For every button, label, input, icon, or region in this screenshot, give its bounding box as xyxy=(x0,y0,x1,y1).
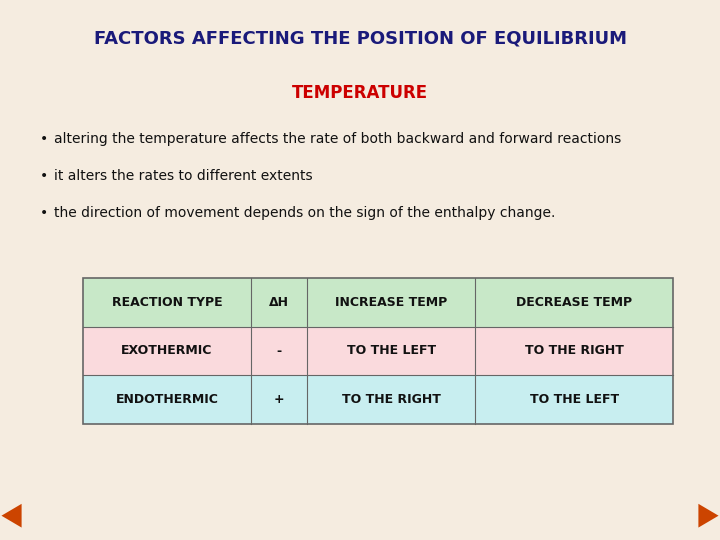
Text: the direction of movement depends on the sign of the enthalpy change.: the direction of movement depends on the… xyxy=(54,206,555,220)
Text: TO THE RIGHT: TO THE RIGHT xyxy=(342,393,441,406)
Text: FACTORS AFFECTING THE POSITION OF EQUILIBRIUM: FACTORS AFFECTING THE POSITION OF EQUILI… xyxy=(94,30,626,48)
Text: TO THE LEFT: TO THE LEFT xyxy=(347,345,436,357)
Text: TEMPERATURE: TEMPERATURE xyxy=(292,84,428,102)
Bar xyxy=(83,327,673,375)
Bar xyxy=(83,278,673,327)
Polygon shape xyxy=(698,504,719,528)
Text: ENDOTHERMIC: ENDOTHERMIC xyxy=(115,393,218,406)
Text: •: • xyxy=(40,206,48,220)
Text: -: - xyxy=(276,345,282,357)
Text: REACTION TYPE: REACTION TYPE xyxy=(112,296,222,309)
Text: •: • xyxy=(40,132,48,146)
Text: ΔH: ΔH xyxy=(269,296,289,309)
Text: +: + xyxy=(274,393,284,406)
Bar xyxy=(83,278,673,424)
Polygon shape xyxy=(1,504,22,528)
Text: DECREASE TEMP: DECREASE TEMP xyxy=(516,296,632,309)
Text: •: • xyxy=(40,169,48,183)
Text: TO THE RIGHT: TO THE RIGHT xyxy=(525,345,624,357)
Text: INCREASE TEMP: INCREASE TEMP xyxy=(335,296,447,309)
Text: TO THE LEFT: TO THE LEFT xyxy=(530,393,619,406)
Text: EXOTHERMIC: EXOTHERMIC xyxy=(121,345,212,357)
Bar xyxy=(83,375,673,424)
Text: it alters the rates to different extents: it alters the rates to different extents xyxy=(54,169,312,183)
Text: altering the temperature affects the rate of both backward and forward reactions: altering the temperature affects the rat… xyxy=(54,132,621,146)
